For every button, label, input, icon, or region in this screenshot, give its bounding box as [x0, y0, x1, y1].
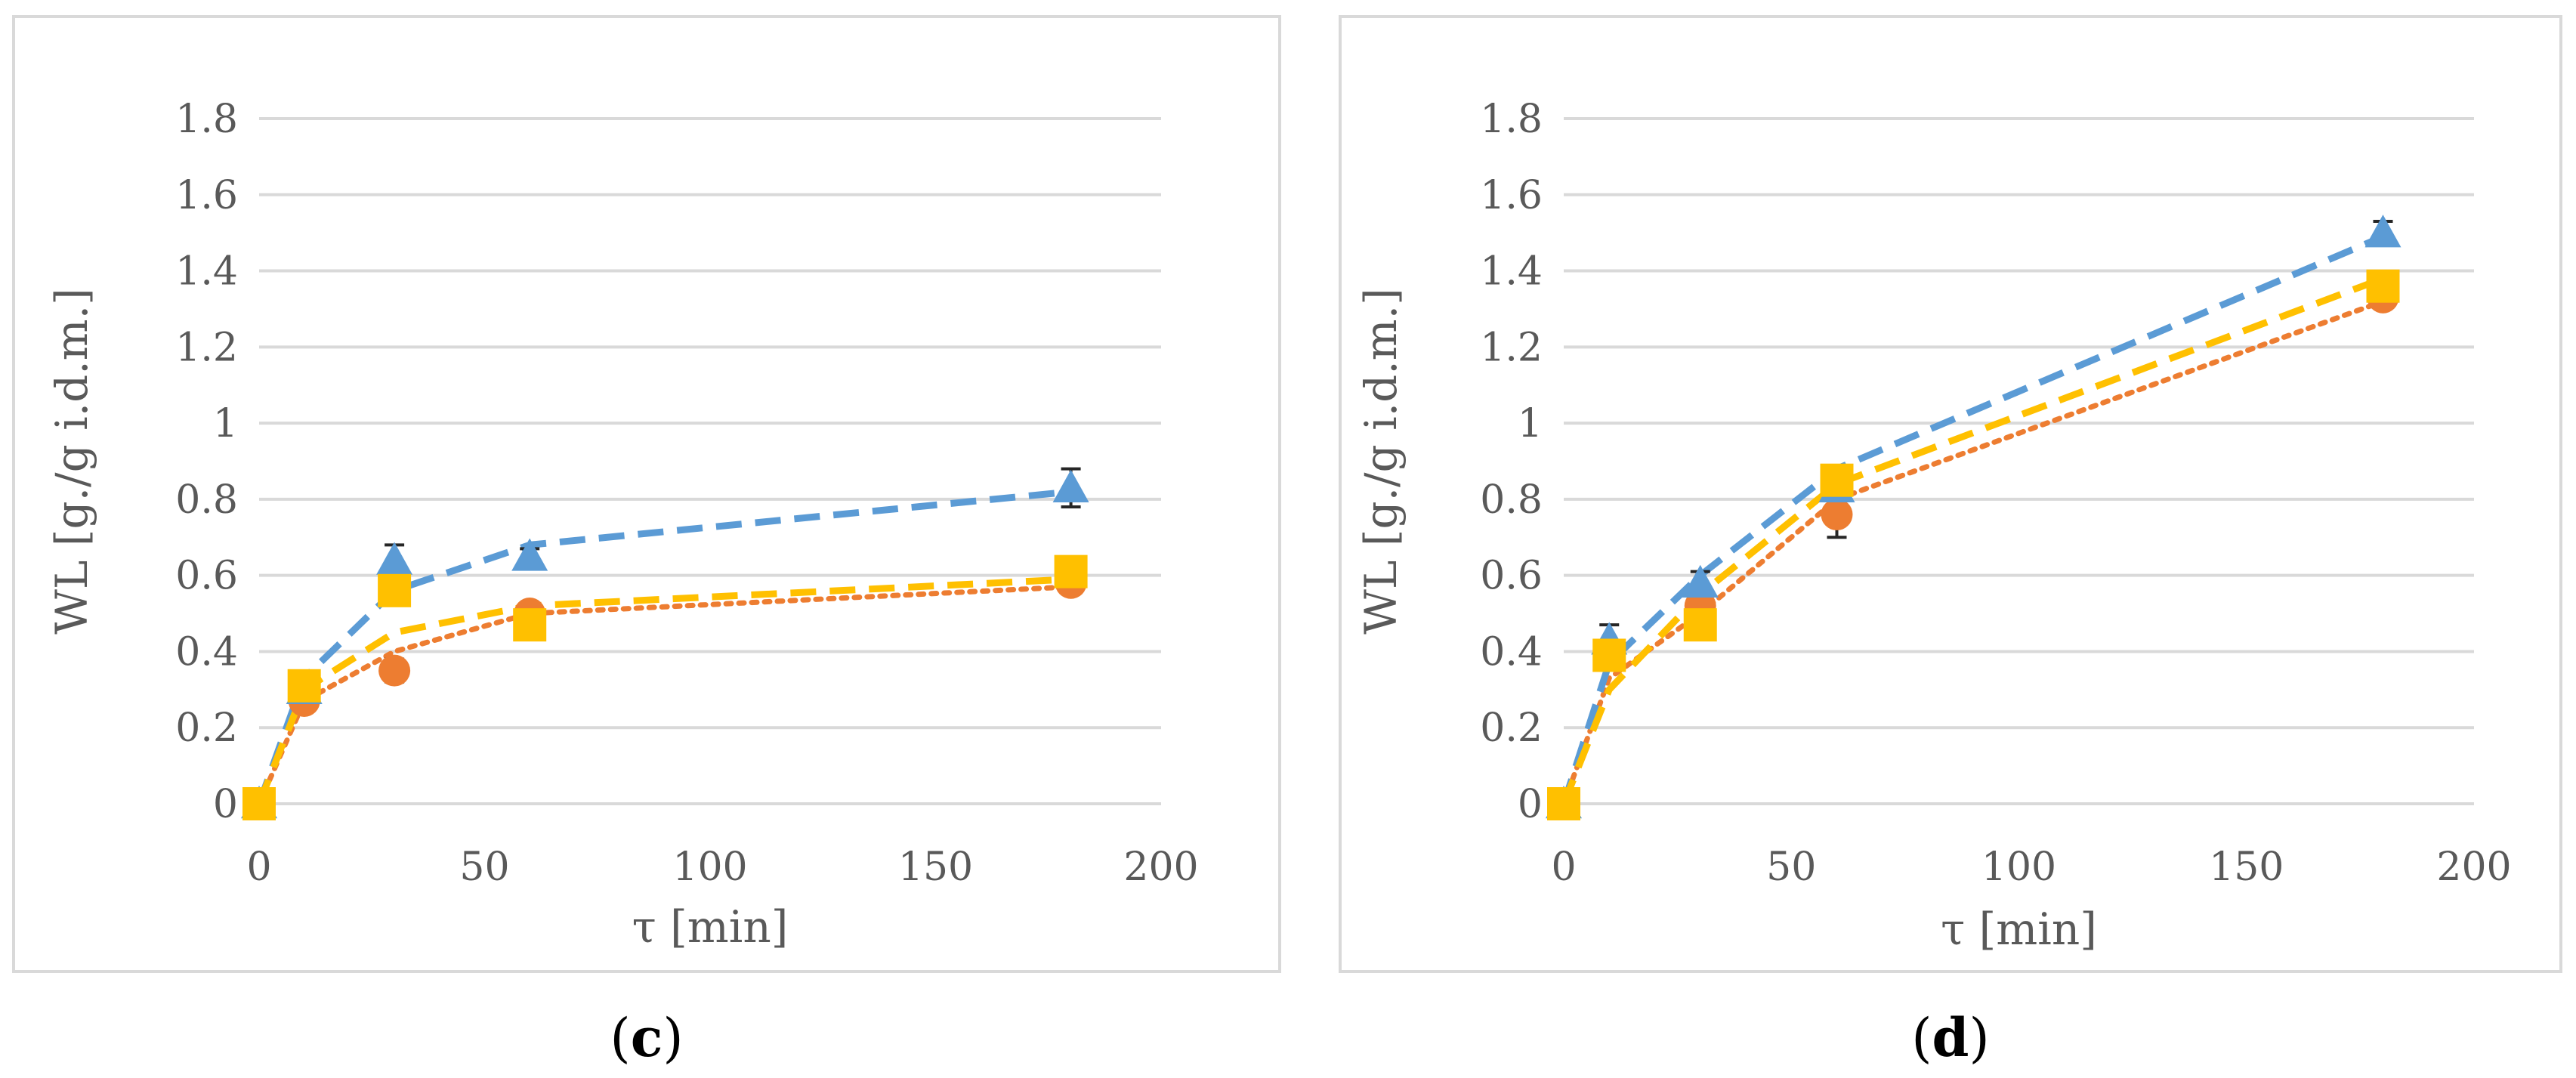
chart-c-ytick-label: 1 — [213, 401, 238, 446]
chart-c-xtick-label: 100 — [672, 845, 747, 890]
chart-c-trendline-yellow-square — [255, 576, 1071, 805]
chart-c-ytick-label: 0.2 — [175, 706, 238, 751]
chart-d-xtick-label: 0 — [1551, 845, 1576, 890]
chart-d-ytick-label: 0.4 — [1480, 629, 1543, 675]
chart-c-group: 0 0.2 0.4 0.6 0.8 1 1.2 1.4 1.6 1.8 0 50 100 150 200 τ … — [12, 15, 1281, 1069]
chart-d-ytick-label: 1 — [1518, 401, 1543, 446]
chart-c-ytick-label: 0 — [213, 782, 238, 827]
chart-c-point-yellow-square — [1054, 554, 1088, 588]
chart-d-point-blue-triangle — [2364, 215, 2401, 248]
chart-c-point-yellow-square — [242, 787, 276, 820]
chart-c-xtick-label: 50 — [459, 845, 509, 890]
chart-d-xtick-label: 200 — [2436, 845, 2511, 890]
chart-d-xtick-label: 150 — [2209, 845, 2284, 890]
chart-c-x-axis-title: τ [min] — [632, 901, 789, 953]
chart-d-point-yellow-square — [1683, 608, 1717, 642]
chart-d-caption: (d) — [1911, 1006, 1990, 1069]
chart-d-point-blue-triangle — [1682, 564, 1719, 598]
chart-d-frame — [1339, 15, 2562, 973]
chart-c-ytick-label: 0.6 — [175, 554, 238, 599]
chart-d-x-axis-title: τ [min] — [1941, 903, 2097, 955]
chart-c-point-yellow-square — [378, 573, 412, 607]
chart-c-trendline-orange-circle — [256, 584, 1074, 807]
chart-d-ytick-label: 0.6 — [1480, 554, 1543, 599]
chart-c-point-blue-triangle — [1052, 469, 1089, 502]
chart-d-point-yellow-square — [2366, 269, 2400, 303]
chart-c-ytick-label: 1.8 — [175, 97, 238, 142]
chart-c-ytick-label: 1.6 — [175, 173, 238, 218]
chart-c-xtick-label: 200 — [1123, 845, 1198, 890]
chart-c-caption-open: ( — [610, 1007, 630, 1069]
chart-d-caption-letter: d — [1932, 1006, 1969, 1069]
chart-d-ytick-label: 1.2 — [1480, 325, 1543, 370]
chart-d-caption-open: ( — [1911, 1007, 1932, 1069]
chart-c-caption-letter: c — [631, 1006, 663, 1069]
chart-c-caption: (c) — [610, 1006, 683, 1069]
chart-c-point-blue-triangle — [376, 542, 413, 575]
chart-d-y-axis-title: WL [g./g i.d.m.] — [1355, 288, 1407, 634]
chart-c-xtick-label: 0 — [246, 845, 271, 890]
chart-c-ytick-label: 1.4 — [175, 249, 238, 295]
chart-d-ytick-label: 0.2 — [1480, 706, 1543, 751]
chart-c-point-yellow-square — [513, 608, 547, 642]
chart-d-group: 0 0.2 0.4 0.6 0.8 1 1.2 1.4 1.6 1.8 0 50 100 150 200 τ … — [1339, 15, 2562, 1069]
chart-d-point-yellow-square — [1547, 787, 1580, 820]
chart-c-point-blue-triangle — [511, 538, 548, 571]
chart-c-ytick-label: 0.8 — [175, 477, 238, 523]
chart-d-ytick-label: 0 — [1518, 782, 1543, 827]
chart-c-point-orange-circle — [378, 654, 411, 687]
chart-d-ytick-label: 1.4 — [1480, 249, 1543, 295]
chart-d-xtick-label: 50 — [1766, 845, 1816, 890]
chart-d-trendline-blue-triangle — [1560, 233, 2385, 805]
chart-c-ytick-label: 0.4 — [175, 629, 238, 675]
chart-c-ytick-label: 1.2 — [175, 325, 238, 370]
chart-d-ytick-label: 1.8 — [1480, 97, 1543, 142]
chart-c-caption-close: ) — [663, 1007, 683, 1069]
chart-d-ytick-label: 1.6 — [1480, 173, 1543, 218]
chart-d-point-orange-circle — [1821, 499, 1853, 531]
chart-c-point-yellow-square — [287, 669, 321, 703]
chart-d-xtick-label: 100 — [1981, 845, 2056, 890]
chart-c-y-axis-title: WL [g./g i.d.m.] — [46, 288, 97, 634]
chart-c-xtick-label: 150 — [898, 845, 973, 890]
chart-d-caption-close: ) — [1969, 1007, 1989, 1069]
chart-d-ytick-label: 0.8 — [1480, 477, 1543, 523]
chart-d-point-yellow-square — [1592, 638, 1626, 672]
chart-d-point-yellow-square — [1820, 463, 1854, 497]
